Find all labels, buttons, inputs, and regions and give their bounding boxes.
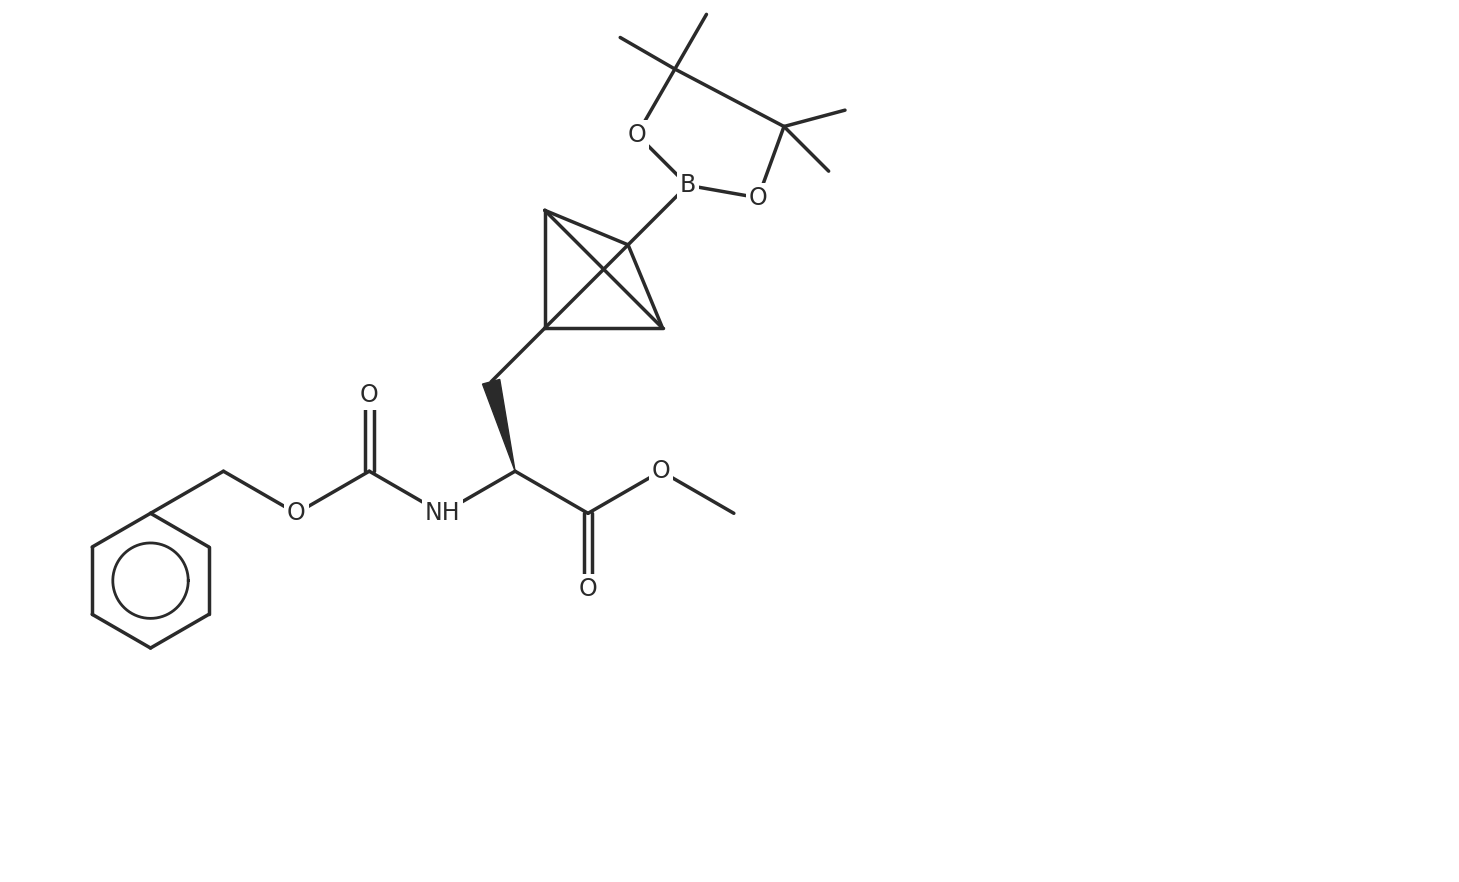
Polygon shape: [483, 379, 515, 471]
Text: O: O: [748, 186, 767, 210]
Text: O: O: [287, 501, 306, 526]
Text: O: O: [652, 460, 670, 483]
Text: O: O: [579, 577, 597, 602]
Text: B: B: [680, 173, 696, 198]
Text: O: O: [360, 384, 379, 407]
Text: O: O: [627, 123, 646, 146]
Text: NH: NH: [425, 501, 460, 526]
